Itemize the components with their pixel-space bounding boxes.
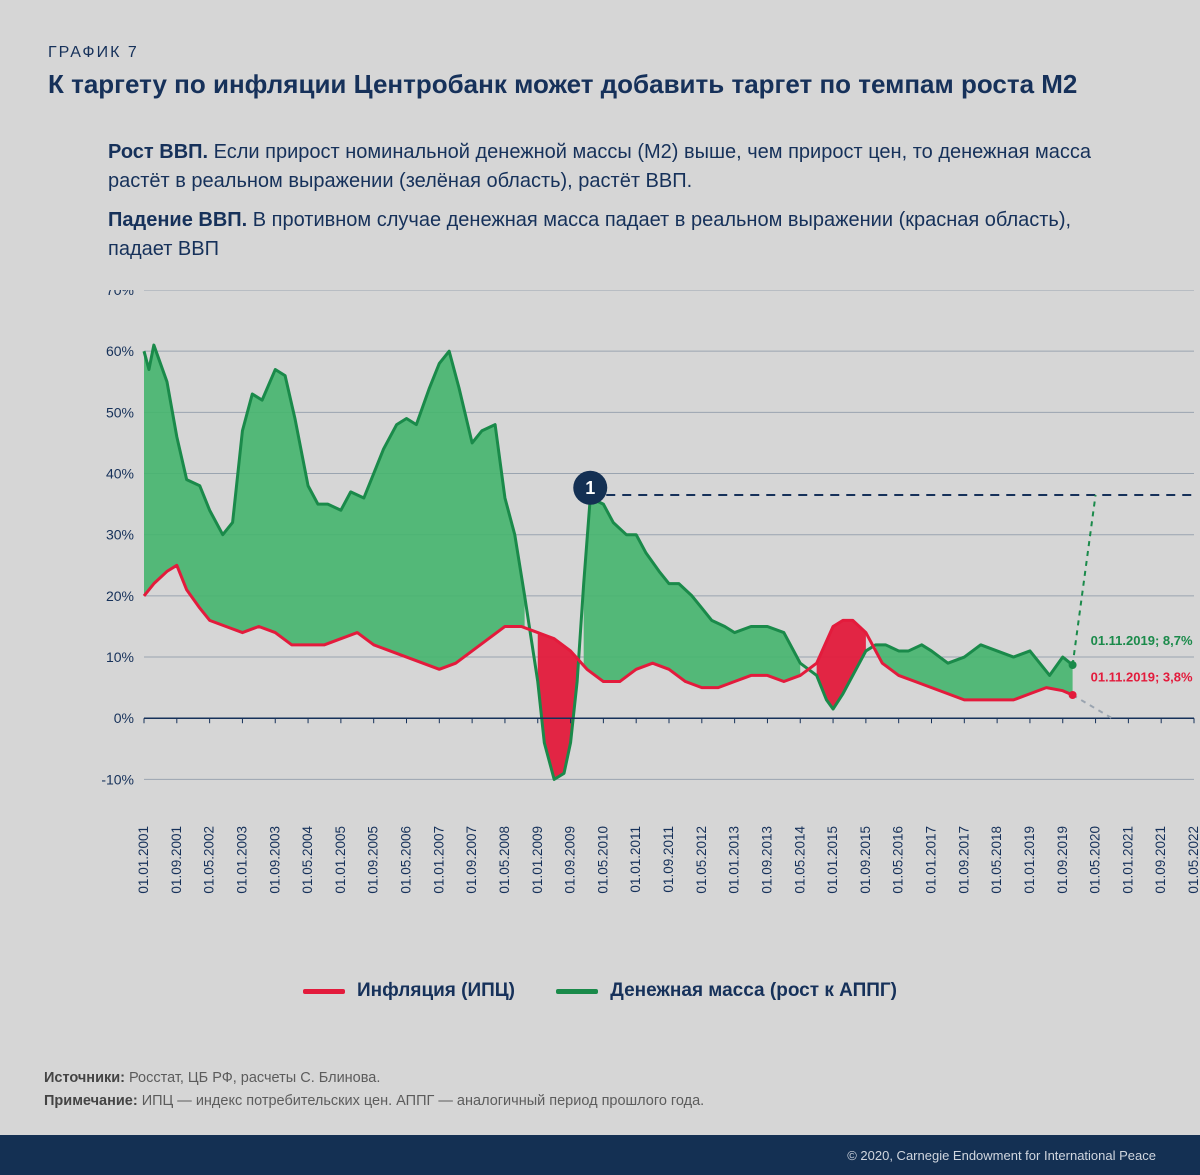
svg-text:01.09.2005: 01.09.2005: [366, 826, 381, 894]
svg-text:01.05.2010: 01.05.2010: [595, 826, 610, 894]
sources-label: Источники:: [44, 1070, 125, 1086]
line-area-chart: -10% 0% 10% 20% 30% 40% 50% 60% 70% 01.01.2001 01.…: [84, 290, 1198, 920]
chart-area: -10% 0% 10% 20% 30% 40% 50% 60% 70% 01.01.2001 01.…: [84, 290, 1140, 920]
desc-fall-text: В противном случае денежная масса падает…: [108, 209, 1071, 260]
legend-label-inflation: Инфляция (ИПЦ): [357, 980, 515, 1002]
desc-fall-label: Падение ВВП.: [108, 209, 247, 231]
svg-text:01.09.2021: 01.09.2021: [1153, 826, 1168, 894]
svg-text:10%: 10%: [106, 649, 134, 665]
svg-text:01.05.2012: 01.05.2012: [694, 826, 709, 894]
svg-text:01.01.2009: 01.01.2009: [530, 826, 545, 894]
svg-text:01.01.2013: 01.01.2013: [727, 826, 742, 894]
legend: Инфляция (ИПЦ) Денежная масса (рост к АП…: [48, 978, 1152, 1003]
figure-title: К таргету по инфляции Центробанк может д…: [48, 68, 1152, 102]
legend-label-money: Денежная масса (рост к АППГ): [610, 980, 897, 1002]
svg-text:01.01.2011: 01.01.2011: [628, 826, 643, 893]
svg-text:50%: 50%: [106, 404, 134, 420]
svg-text:01.01.2019: 01.01.2019: [1022, 826, 1037, 894]
svg-text:01.01.2001: 01.01.2001: [136, 826, 151, 894]
svg-text:70%: 70%: [106, 290, 134, 298]
svg-text:-10%: -10%: [101, 771, 134, 787]
svg-text:01.09.2003: 01.09.2003: [267, 826, 282, 894]
svg-text:01.01.2005: 01.01.2005: [333, 826, 348, 894]
svg-text:01.05.2016: 01.05.2016: [891, 826, 906, 894]
svg-text:01.09.2011: 01.09.2011: [661, 826, 676, 893]
svg-text:01.05.2008: 01.05.2008: [497, 826, 512, 894]
svg-text:01.05.2014: 01.05.2014: [792, 825, 807, 893]
svg-text:01.09.2013: 01.09.2013: [759, 826, 774, 894]
figure-kicker: ГРАФИК 7: [48, 44, 1152, 62]
legend-item-inflation: Инфляция (ИПЦ): [303, 980, 515, 1002]
svg-text:01.01.2015: 01.01.2015: [825, 826, 840, 894]
figure-description: Рост ВВП. Если прирост номинальной денеж…: [108, 138, 1122, 264]
svg-text:30%: 30%: [106, 527, 134, 543]
svg-text:20%: 20%: [106, 588, 134, 604]
svg-text:01.09.2007: 01.09.2007: [464, 826, 479, 894]
svg-text:01.01.2007: 01.01.2007: [431, 826, 446, 894]
svg-text:01.09.2019: 01.09.2019: [1055, 826, 1070, 894]
legend-item-money: Денежная масса (рост к АППГ): [556, 980, 897, 1002]
svg-text:01.05.2006: 01.05.2006: [399, 826, 414, 894]
svg-text:01.05.2022: 01.05.2022: [1186, 826, 1198, 894]
svg-text:01.05.2004: 01.05.2004: [300, 825, 315, 893]
svg-text:01.09.2015: 01.09.2015: [858, 826, 873, 894]
footer-bar: © 2020, Carnegie Endowment for Internati…: [0, 1135, 1200, 1175]
chart-figure: ГРАФИК 7 К таргету по инфляции Центробан…: [0, 0, 1200, 1175]
svg-text:01.01.2017: 01.01.2017: [924, 826, 939, 894]
svg-text:01.01.2003: 01.01.2003: [234, 826, 249, 894]
svg-text:01.11.2019; 3,8%: 01.11.2019; 3,8%: [1091, 669, 1193, 684]
svg-text:60%: 60%: [106, 343, 134, 359]
desc-growth-label: Рост ВВП.: [108, 141, 208, 163]
legend-swatch-money: [556, 989, 598, 994]
sources-text: Росстат, ЦБ РФ, расчеты С. Блинова.: [125, 1070, 380, 1086]
note-text: ИПЦ — индекс потребительских цен. АППГ —…: [138, 1093, 705, 1109]
legend-swatch-inflation: [303, 989, 345, 994]
svg-text:01.01.2021: 01.01.2021: [1120, 826, 1135, 894]
svg-text:01.05.2018: 01.05.2018: [989, 826, 1004, 894]
svg-text:01.09.2017: 01.09.2017: [956, 826, 971, 894]
svg-text:0%: 0%: [114, 710, 134, 726]
svg-text:1: 1: [585, 478, 595, 498]
svg-text:40%: 40%: [106, 465, 134, 481]
desc-growth-text: Если прирост номинальной денежной массы …: [108, 141, 1091, 192]
svg-text:01.09.2001: 01.09.2001: [169, 826, 184, 894]
footer-copyright: © 2020, Carnegie Endowment for Internati…: [847, 1148, 1156, 1163]
svg-text:01.09.2009: 01.09.2009: [563, 826, 578, 894]
svg-text:01.11.2019; 8,7%: 01.11.2019; 8,7%: [1091, 633, 1193, 648]
svg-text:01.05.2002: 01.05.2002: [202, 826, 217, 894]
note-label: Примечание:: [44, 1093, 138, 1109]
svg-text:01.05.2020: 01.05.2020: [1088, 826, 1103, 894]
footnotes: Источники: Росстат, ЦБ РФ, расчеты С. Бл…: [44, 1067, 1156, 1113]
